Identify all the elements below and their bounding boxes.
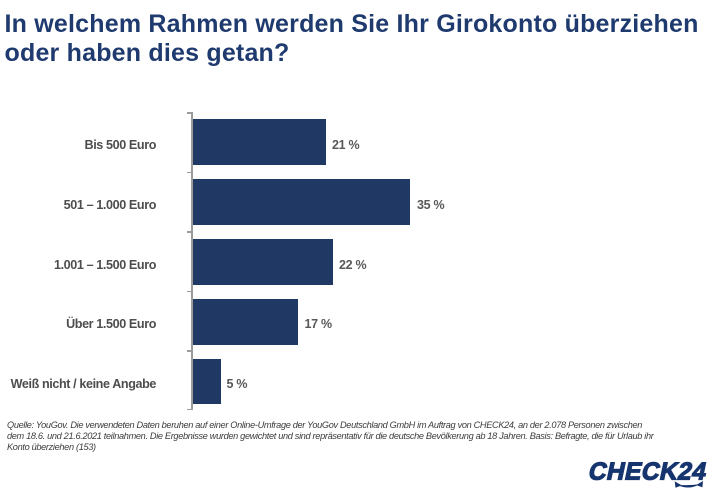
svg-text:CHECK24: CHECK24 xyxy=(586,459,709,486)
